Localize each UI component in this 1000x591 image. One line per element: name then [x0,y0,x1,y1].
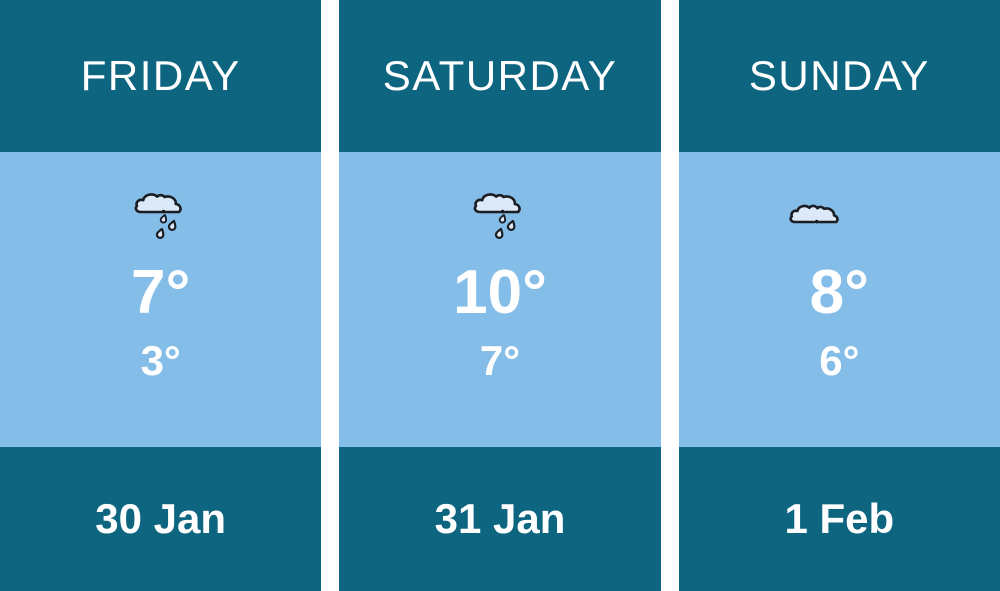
card-footer: 30 Jan [0,447,322,591]
card-footer: 1 Feb [678,447,1000,591]
card-body: 7° 3° [0,152,322,447]
card-header: FRIDAY [0,0,322,152]
date: 30 Jan [95,495,227,542]
day-name: SATURDAY [382,52,618,99]
day-name: SUNDAY [748,52,930,99]
low-temperature: 3° [140,337,181,384]
forecast-card-saturday: SATURDAY 10° 7° 31 Jan [339,0,661,591]
card-header: SUNDAY [678,0,1000,152]
low-temperature: 7° [479,337,521,384]
card-footer: 31 Jan [339,447,661,591]
date: 31 Jan [434,495,566,542]
forecast-card-friday: FRIDAY 7° 3° 30 Jan [0,0,322,591]
day-name: FRIDAY [80,52,241,99]
card-body: 10° 7° [339,152,661,447]
weather-icon-wrap [789,188,867,240]
forecast-card-sunday: SUNDAY 8° 6° 1 Feb [678,0,1000,591]
rain-cloud-icon [134,193,182,239]
high-temperature: 7° [131,258,191,327]
weather-icon-wrap [472,188,528,240]
rain-cloud-icon [473,193,521,239]
high-temperature: 8° [809,258,869,327]
card-header: SATURDAY [339,0,661,152]
high-temperature: 10° [453,258,547,327]
cloud-icon [789,204,840,224]
card-body: 8° 6° [678,152,1000,447]
weather-icon-wrap [133,188,189,240]
low-temperature: 6° [819,337,860,384]
date: 1 Feb [784,495,895,542]
